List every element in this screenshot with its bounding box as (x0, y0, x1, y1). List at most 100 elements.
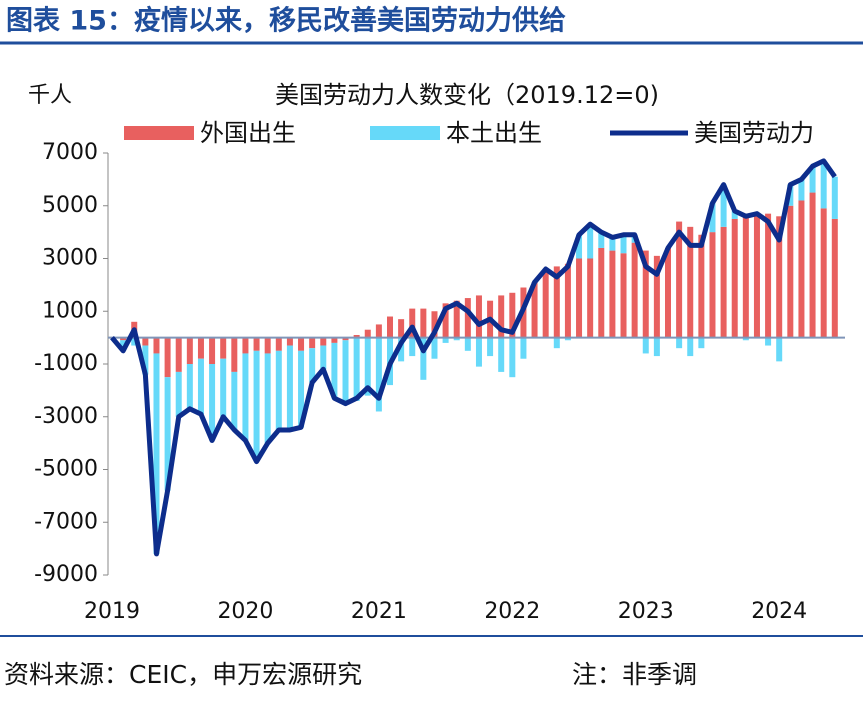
bar (442, 303, 449, 338)
y-tick-label: -9000 (34, 562, 98, 587)
bar (642, 250, 649, 338)
bar (587, 224, 594, 259)
bar (475, 295, 482, 338)
bar (498, 295, 505, 338)
bar (186, 364, 193, 409)
bar (231, 371, 238, 430)
bar (409, 308, 416, 338)
bar (253, 337, 260, 351)
bar (153, 337, 160, 354)
x-tick-label: 2020 (217, 599, 273, 624)
bar (275, 337, 282, 351)
bar (642, 337, 649, 354)
bar (475, 337, 482, 367)
bar (820, 160, 827, 209)
y-unit: 千人 (28, 83, 72, 108)
bar (197, 358, 204, 415)
bar (431, 311, 438, 338)
bar (264, 353, 271, 444)
bar (609, 237, 616, 251)
y-tick-label: 3000 (42, 246, 98, 271)
bar (220, 358, 227, 417)
bar (709, 203, 716, 233)
bar (375, 324, 382, 338)
bar (498, 337, 505, 372)
bar (175, 371, 182, 417)
bar (620, 234, 627, 254)
y-tick-label: -7000 (34, 509, 98, 534)
bar (131, 337, 138, 346)
bar (631, 242, 638, 338)
bar (576, 234, 583, 259)
bar (831, 218, 838, 338)
bar (342, 337, 349, 341)
bar (765, 337, 772, 346)
bar (676, 221, 683, 338)
bar (153, 353, 160, 554)
bar (487, 337, 494, 357)
x-tick-label: 2021 (351, 599, 407, 624)
bar (231, 337, 238, 372)
bar (742, 213, 749, 338)
bar (798, 200, 805, 338)
bar (720, 184, 727, 227)
bar (264, 337, 271, 354)
bar (220, 337, 227, 359)
bar (420, 308, 427, 338)
bar (776, 337, 783, 362)
bar (609, 250, 616, 338)
x-tick-label: 2019 (84, 599, 140, 624)
bar (453, 300, 460, 338)
bar (442, 337, 449, 343)
bar (809, 192, 816, 338)
bar (242, 353, 249, 441)
bar (798, 179, 805, 201)
bar (720, 226, 727, 338)
bar (398, 319, 405, 338)
bar (765, 213, 772, 338)
bar (197, 337, 204, 359)
bar (709, 232, 716, 338)
bar (120, 337, 127, 341)
y-tick-label: -3000 (34, 404, 98, 429)
bar (242, 337, 249, 354)
bar (364, 329, 371, 338)
source: 资料来源：CEIC，申万宏源研究 (4, 660, 362, 689)
bar (331, 337, 338, 343)
bar (398, 337, 405, 362)
bar (320, 337, 327, 346)
bar (353, 334, 360, 338)
bar (731, 211, 738, 219)
x-tick-label: 2024 (751, 599, 807, 624)
bar (776, 216, 783, 338)
bar (409, 337, 416, 357)
bar (509, 337, 516, 378)
bar (576, 258, 583, 338)
legend-label: 本土出生 (446, 119, 542, 147)
bar (509, 292, 516, 338)
bar (564, 263, 571, 338)
bar (531, 282, 538, 338)
bar (298, 337, 305, 351)
bar (209, 337, 216, 364)
bar (320, 345, 327, 370)
bar (142, 345, 149, 375)
bar (164, 337, 171, 378)
bar (464, 298, 471, 338)
chart-title: 美国劳动力人数变化（2019.12=0) (275, 81, 659, 109)
bar (520, 337, 527, 359)
legend-swatch (124, 126, 194, 140)
bar (420, 337, 427, 380)
bar (453, 337, 460, 341)
bar (598, 232, 605, 248)
bar (342, 340, 349, 404)
bar (598, 247, 605, 338)
bar (653, 255, 660, 338)
bar (620, 253, 627, 338)
bar (553, 266, 560, 338)
y-tick-label: -1000 (34, 351, 98, 376)
bar (309, 348, 316, 383)
bar (542, 271, 549, 338)
bar (331, 342, 338, 399)
bar (186, 337, 193, 364)
